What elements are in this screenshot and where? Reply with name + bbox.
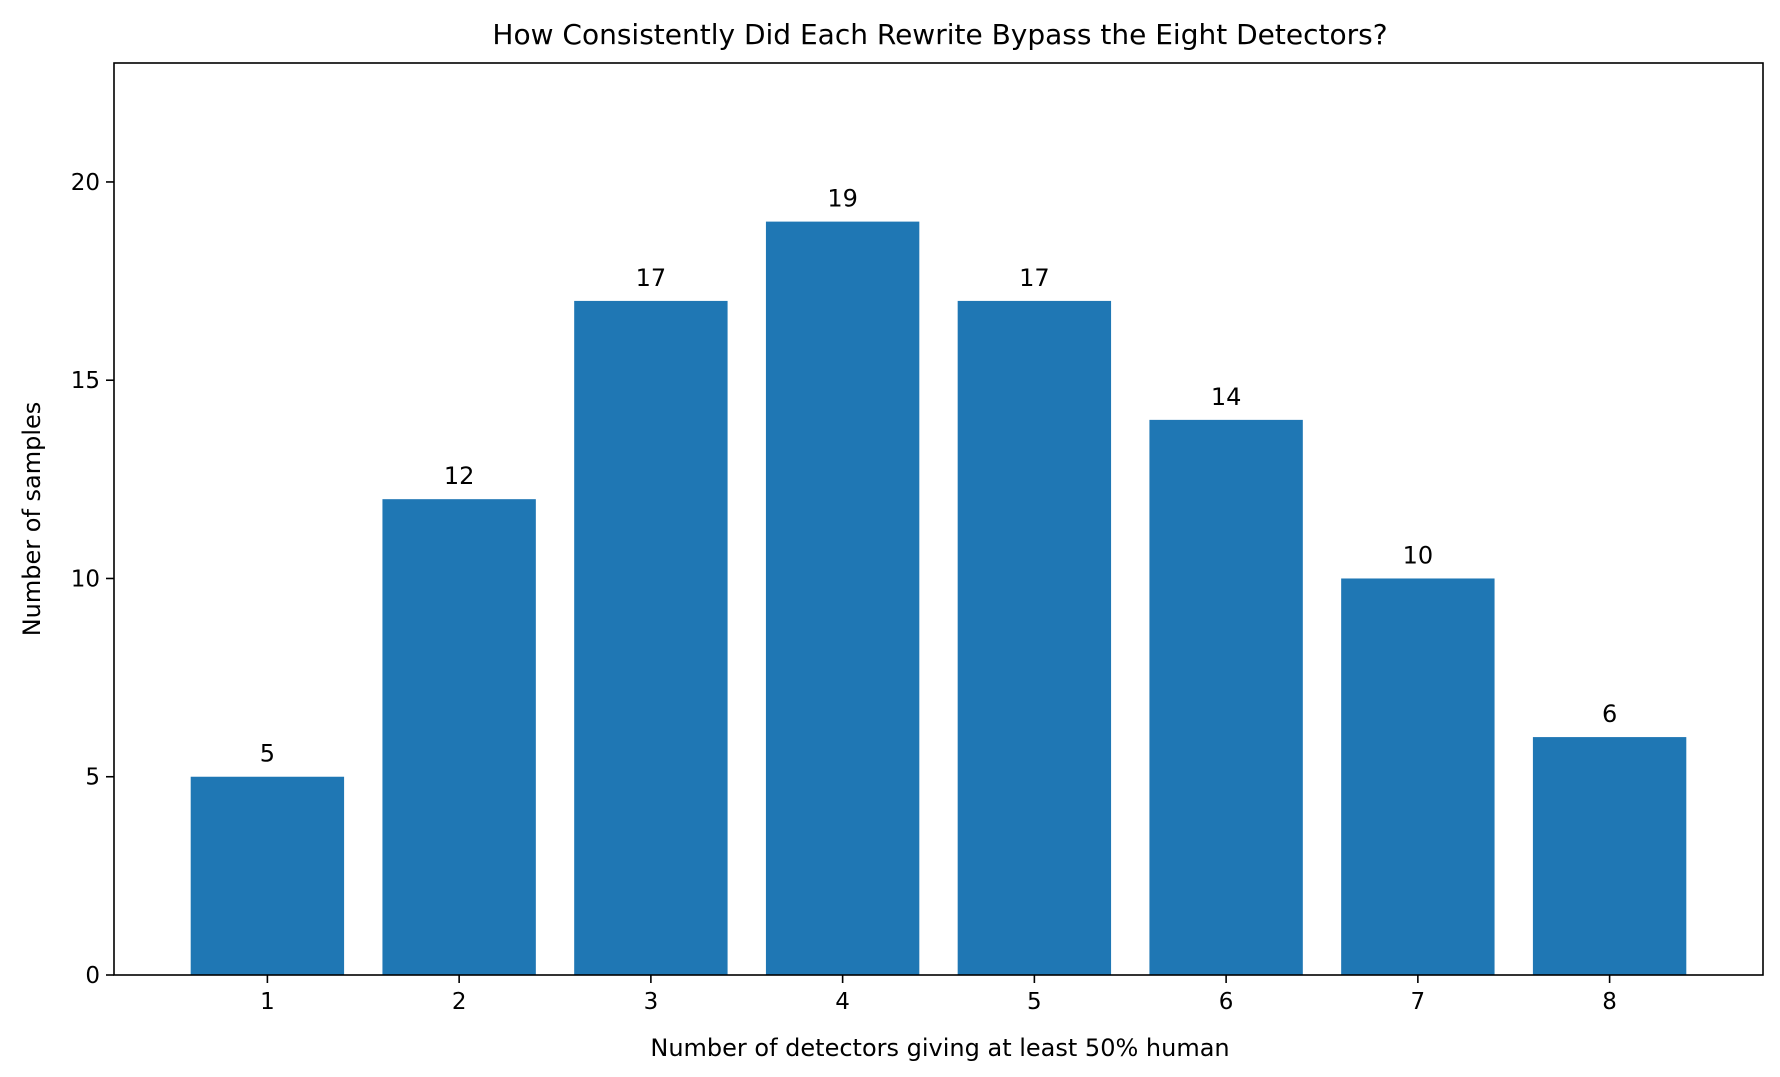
bar-3	[574, 300, 728, 975]
data-label-6: 14	[1211, 383, 1242, 411]
bar-8	[1532, 737, 1687, 975]
y-tick-label-0: 0	[85, 963, 100, 989]
y-tick-label-10: 10	[71, 566, 100, 592]
data-labels: 5 12 17 19 17 14 10 6	[260, 185, 1617, 768]
x-tick-label-8: 8	[1602, 989, 1617, 1015]
data-label-4: 19	[827, 185, 858, 213]
y-tick-label-15: 15	[71, 368, 100, 394]
plot-frame	[113, 62, 1764, 976]
data-label-3: 17	[636, 264, 667, 292]
x-tick-label-4: 4	[835, 989, 850, 1015]
data-label-1: 5	[260, 740, 275, 768]
data-label-2: 12	[444, 462, 475, 490]
bars-layer	[190, 221, 1687, 975]
data-label-7: 10	[1403, 541, 1434, 569]
x-tick-label-7: 7	[1411, 989, 1426, 1015]
bar-2	[382, 499, 536, 975]
x-tick-label-1: 1	[260, 989, 275, 1015]
y-axis: 0 5 10 15 20	[71, 170, 114, 989]
data-label-8: 6	[1602, 700, 1617, 728]
x-tick-label-5: 5	[1027, 989, 1042, 1015]
x-tick-label-6: 6	[1219, 989, 1234, 1015]
bar-7	[1341, 578, 1495, 975]
bar-5	[957, 300, 1112, 975]
x-axis-label: Number of detectors giving at least 50% …	[650, 1034, 1229, 1062]
data-label-5: 17	[1019, 264, 1050, 292]
y-axis-label: Number of samples	[18, 402, 46, 637]
y-tick-label-5: 5	[85, 765, 100, 791]
x-tick-label-3: 3	[644, 989, 659, 1015]
bar-4	[765, 221, 920, 975]
y-tick-label-20: 20	[71, 170, 100, 196]
bar-1	[190, 776, 345, 975]
bar-6	[1149, 419, 1303, 975]
x-tick-label-2: 2	[452, 989, 467, 1015]
x-axis: 1 2 3 4 5 6 7 8	[260, 975, 1617, 1015]
chart-title: How Consistently Did Each Rewrite Bypass…	[492, 18, 1387, 51]
